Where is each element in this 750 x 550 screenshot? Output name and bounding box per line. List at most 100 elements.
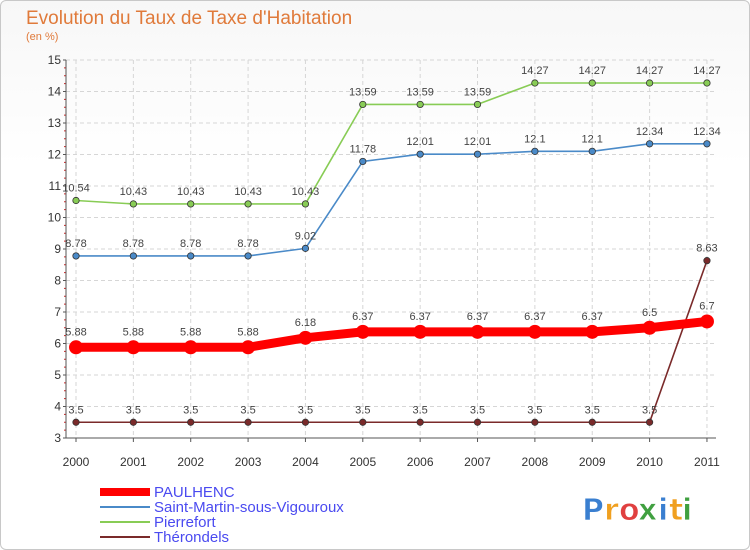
data-label: 3.5 bbox=[68, 404, 83, 416]
data-point bbox=[301, 244, 310, 252]
x-tick-label: 2001 bbox=[120, 455, 147, 469]
logo-letter: i bbox=[658, 493, 668, 528]
data-label: 12.01 bbox=[406, 136, 434, 148]
y-tick-label: 9 bbox=[54, 242, 61, 256]
x-tick-label: 2008 bbox=[522, 455, 549, 469]
data-point bbox=[703, 79, 711, 87]
data-label: 3.5 bbox=[298, 404, 313, 416]
data-label: 10.43 bbox=[177, 186, 205, 198]
data-label: 6.37 bbox=[352, 311, 373, 323]
data-point bbox=[416, 418, 424, 426]
x-tick-label: 2011 bbox=[694, 455, 720, 469]
x-tick-label: 2007 bbox=[464, 455, 491, 469]
x-tick-label: 2002 bbox=[177, 455, 204, 469]
data-point bbox=[244, 252, 252, 260]
series-line-0 bbox=[76, 316, 708, 352]
data-label: 12.34 bbox=[636, 126, 664, 138]
data-point bbox=[126, 340, 141, 355]
data-point bbox=[416, 150, 424, 158]
data-point bbox=[645, 140, 654, 148]
data-point bbox=[588, 147, 596, 155]
data-point bbox=[301, 200, 310, 208]
data-label: 6.18 bbox=[295, 317, 316, 329]
x-tick-label: 2004 bbox=[292, 455, 319, 469]
data-label: 13.59 bbox=[349, 86, 377, 98]
data-point bbox=[699, 314, 714, 329]
data-point bbox=[413, 324, 428, 339]
legend: PAULHENCSaint-Martin-sous-VigourouxPierr… bbox=[100, 484, 344, 546]
data-label: 8.78 bbox=[237, 238, 258, 250]
data-point bbox=[72, 418, 80, 426]
data-label: 3.5 bbox=[413, 404, 428, 416]
data-label: 12.34 bbox=[693, 126, 721, 138]
data-label: 12.01 bbox=[464, 136, 492, 148]
data-point bbox=[588, 79, 596, 87]
logo-letter: i bbox=[682, 493, 692, 528]
data-label: 10.54 bbox=[62, 182, 90, 194]
data-point bbox=[473, 418, 482, 426]
data-label: 12.1 bbox=[582, 133, 603, 145]
legend-entry: Saint-Martin-sous-Vigouroux bbox=[154, 499, 344, 516]
x-tick-label: 2005 bbox=[349, 455, 376, 469]
legend-entry: Thérondels bbox=[154, 529, 229, 546]
data-point bbox=[642, 320, 657, 335]
data-point bbox=[187, 252, 195, 260]
data-label: 13.59 bbox=[406, 86, 434, 98]
data-point bbox=[129, 252, 137, 260]
data-point bbox=[244, 418, 252, 426]
data-label: 3.5 bbox=[642, 404, 657, 416]
data-label: 3.5 bbox=[355, 404, 370, 416]
data-point bbox=[187, 200, 195, 208]
data-point bbox=[241, 340, 256, 355]
logo-letter: r bbox=[604, 493, 619, 528]
data-label: 14.27 bbox=[521, 65, 549, 77]
data-point bbox=[359, 157, 367, 166]
data-label: 10.43 bbox=[292, 186, 320, 198]
data-point bbox=[703, 257, 711, 265]
x-tick-label: 2006 bbox=[407, 455, 434, 469]
data-point bbox=[527, 324, 542, 339]
grid bbox=[66, 59, 716, 439]
x-tick-label: 2009 bbox=[579, 455, 606, 469]
chart-subtitle: (en %) bbox=[26, 31, 58, 43]
legend-entry: Pierrefort bbox=[154, 514, 217, 531]
data-label: 8.78 bbox=[123, 238, 144, 250]
logo-letter: o bbox=[619, 493, 640, 528]
data-point bbox=[359, 100, 367, 109]
data-label: 8.63 bbox=[696, 243, 717, 255]
data-label: 6.37 bbox=[467, 311, 488, 323]
series-line-1 bbox=[76, 142, 707, 257]
legend-entry: PAULHENC bbox=[154, 484, 235, 501]
y-tick-label: 5 bbox=[54, 368, 61, 382]
data-label: 14.27 bbox=[693, 65, 721, 77]
data-point bbox=[69, 340, 83, 355]
data-label: 8.78 bbox=[65, 238, 86, 250]
x-tick-label: 2010 bbox=[636, 455, 663, 469]
y-tick-label: 10 bbox=[48, 211, 62, 225]
data-point bbox=[187, 418, 195, 426]
y-tick-label: 7 bbox=[54, 305, 61, 319]
data-label: 3.5 bbox=[126, 404, 141, 416]
data-label: 9.02 bbox=[295, 230, 316, 242]
data-label: 6.37 bbox=[582, 311, 603, 323]
data-label: 3.5 bbox=[240, 404, 255, 416]
data-point bbox=[298, 330, 313, 345]
x-tick-label: 2000 bbox=[63, 455, 90, 469]
y-tick-label: 8 bbox=[54, 274, 61, 288]
logo-letter: P bbox=[582, 493, 604, 528]
data-label: 3.5 bbox=[527, 404, 542, 416]
data-label: 13.59 bbox=[464, 86, 492, 98]
y-tick-label: 6 bbox=[54, 337, 61, 351]
data-label: 10.43 bbox=[234, 186, 262, 198]
data-label: 5.88 bbox=[180, 326, 201, 338]
data-point bbox=[355, 324, 370, 339]
data-label: 10.43 bbox=[120, 186, 148, 198]
data-point bbox=[645, 79, 654, 87]
data-point bbox=[473, 100, 482, 109]
data-label: 6.37 bbox=[409, 311, 430, 323]
y-tick-label: 12 bbox=[48, 148, 62, 162]
data-point bbox=[703, 140, 711, 148]
data-point bbox=[301, 418, 310, 426]
data-point bbox=[473, 150, 482, 158]
